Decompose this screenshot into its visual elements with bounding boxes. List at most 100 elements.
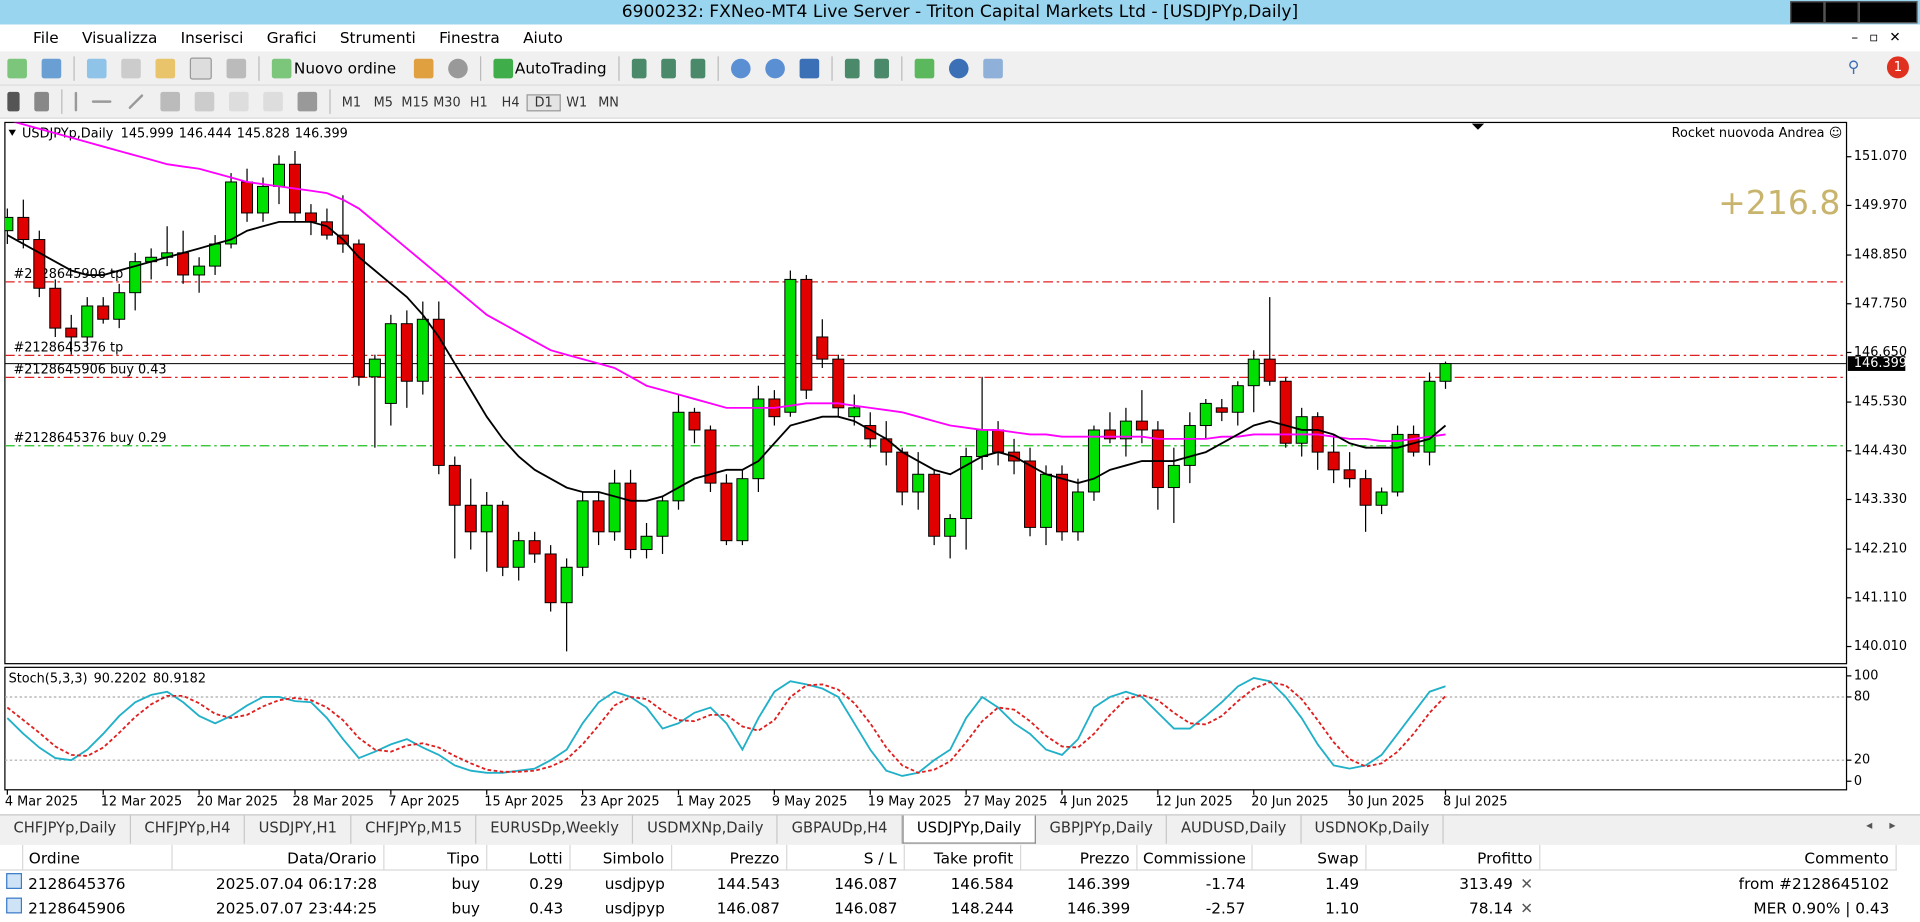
- label-button[interactable]: [263, 91, 283, 112]
- text-button[interactable]: [228, 91, 249, 112]
- chart-tab[interactable]: USDNOKp,Daily: [1301, 815, 1445, 844]
- metaeditor-button[interactable]: [413, 58, 433, 78]
- chart-tab[interactable]: CHFJPYp,H4: [131, 815, 246, 844]
- column-header[interactable]: Commento: [1539, 844, 1897, 871]
- stoch-main-value: 90.2202: [94, 671, 147, 686]
- menu-item[interactable]: File: [33, 28, 59, 47]
- zoom-in-button[interactable]: [731, 58, 752, 78]
- autotrading-icon[interactable]: [492, 58, 513, 78]
- signals-button[interactable]: [447, 58, 468, 78]
- line-chart-button[interactable]: [691, 58, 706, 78]
- bar-chart-button[interactable]: [632, 58, 648, 78]
- stoch-tick-label: 80: [1854, 689, 1870, 704]
- timeframe-button[interactable]: H4: [501, 95, 520, 111]
- chart-shift-button[interactable]: [874, 58, 890, 78]
- close-order-button[interactable]: ✕: [1520, 873, 1534, 893]
- tester-button[interactable]: [226, 58, 247, 78]
- column-header[interactable]: Simbolo: [569, 844, 672, 871]
- candle-body: [544, 553, 557, 604]
- high: 146.444: [179, 126, 232, 141]
- notification-badge[interactable]: 1: [1886, 56, 1909, 79]
- profiles-button[interactable]: [41, 58, 62, 78]
- open: 145.999: [121, 126, 174, 141]
- trendline-button[interactable]: [128, 93, 144, 110]
- chart-tab[interactable]: USDJPY,H1: [245, 815, 352, 844]
- close-order-button[interactable]: ✕: [1520, 898, 1534, 917]
- column-header[interactable]: Lotti: [486, 844, 571, 871]
- menu-item[interactable]: Strumenti: [339, 28, 416, 47]
- orders-table: Ordine Data/Orario Tipo Lotti Simbolo Prezzo S…: [0, 844, 1897, 920]
- chart-tab[interactable]: USDMXNp,Daily: [634, 815, 779, 844]
- search-icon[interactable]: ⚲: [1847, 58, 1860, 78]
- menu-item[interactable]: Aiuto: [523, 28, 563, 47]
- menu-item[interactable]: Inserisci: [180, 28, 244, 47]
- timeframe-button[interactable]: M1: [341, 95, 362, 111]
- new-order-icon[interactable]: [271, 58, 292, 78]
- hline-button[interactable]: [91, 100, 112, 103]
- order-row[interactable]: 2128645906 2025.07.07 23:44:25 buy 0.43 usdj…: [0, 895, 1896, 919]
- column-header[interactable]: Swap: [1251, 844, 1366, 871]
- arrows-button[interactable]: [297, 91, 318, 112]
- order-level-label: #2128645376 tp: [13, 341, 123, 356]
- tile-button[interactable]: [800, 58, 820, 78]
- periods-button[interactable]: [949, 58, 970, 78]
- column-header[interactable]: Data/Orario: [171, 844, 384, 871]
- chart-tab[interactable]: CHFJPYp,Daily: [0, 815, 131, 844]
- column-header[interactable]: Prezzo: [671, 844, 787, 871]
- mdi-controls[interactable]: –▫✕: [1851, 29, 1912, 46]
- terminal-button[interactable]: [189, 56, 212, 79]
- tab-scroll[interactable]: ◂▸: [1866, 819, 1913, 833]
- cell-text: 148.244: [950, 898, 1014, 917]
- templates-button[interactable]: [983, 58, 1004, 78]
- timeframe-button[interactable]: M5: [373, 95, 393, 111]
- menu-item[interactable]: Finestra: [439, 28, 500, 47]
- column-header[interactable]: Profitto: [1365, 844, 1540, 871]
- column-header[interactable]: Take profit: [903, 844, 1021, 871]
- chart-tab[interactable]: USDJPYp,Daily: [902, 815, 1037, 844]
- timeframe-button[interactable]: W1: [566, 95, 588, 111]
- price-plot: #2128645906 tp#2128645376 tp#2128645906 …: [4, 122, 1847, 652]
- candle-body: [177, 252, 190, 276]
- cursor-button[interactable]: [7, 91, 20, 112]
- vline-button[interactable]: [74, 91, 78, 112]
- crosshair-button[interactable]: [34, 91, 49, 112]
- candle-chart-button[interactable]: [661, 58, 677, 78]
- autotrading-button[interactable]: AutoTrading: [514, 58, 607, 78]
- navigator-button[interactable]: [155, 58, 176, 78]
- column-header[interactable]: Commissione: [1136, 844, 1253, 871]
- close-button[interactable]: [1858, 1, 1918, 24]
- new-order-button[interactable]: Nuovo ordine: [293, 58, 397, 78]
- order-cell: 146.399: [1020, 870, 1136, 895]
- column-header[interactable]: Prezzo: [1020, 844, 1137, 871]
- chart-tab[interactable]: CHFJPYp,M15: [352, 815, 477, 844]
- column-header[interactable]: Tipo: [383, 844, 487, 871]
- market-watch-button[interactable]: [86, 58, 107, 78]
- maximize-button[interactable]: [1824, 1, 1859, 24]
- new-chart-button[interactable]: [7, 58, 27, 78]
- channel-button[interactable]: [160, 91, 181, 112]
- chart-tab[interactable]: EURUSDp,Weekly: [477, 815, 634, 844]
- menu-item[interactable]: Grafici: [266, 28, 317, 47]
- timeframe-button[interactable]: H1: [469, 95, 488, 111]
- chart-tab[interactable]: AUDUSD,Daily: [1168, 815, 1302, 844]
- order-cell: 146.584: [904, 870, 1020, 895]
- order-row[interactable]: 2128645376 2025.07.04 06:17:28 buy 0.29 usdj…: [0, 870, 1896, 895]
- order-cell: 2128645376: [22, 870, 171, 895]
- timeframe-button[interactable]: MN: [598, 95, 619, 111]
- zoom-out-button[interactable]: [765, 58, 786, 78]
- chart-tab[interactable]: GBPJPYp,Daily: [1036, 815, 1168, 844]
- chart-tab[interactable]: GBPAUDp,H4: [778, 815, 903, 844]
- menu-item[interactable]: Visualizza: [81, 28, 158, 47]
- column-header[interactable]: Ordine: [22, 844, 173, 871]
- fibo-button[interactable]: [194, 91, 215, 112]
- timeframe-button[interactable]: D1: [526, 94, 561, 112]
- autoscroll-button[interactable]: [845, 58, 861, 78]
- candle-body: [352, 243, 365, 378]
- data-window-button[interactable]: [121, 58, 141, 78]
- timeframe-button[interactable]: M30: [433, 95, 461, 111]
- indicators-button[interactable]: [915, 58, 935, 78]
- column-header[interactable]: S / L: [786, 844, 905, 871]
- timeframe-button[interactable]: M15: [401, 95, 429, 111]
- minimize-button[interactable]: [1790, 1, 1825, 24]
- candle-body: [241, 181, 254, 214]
